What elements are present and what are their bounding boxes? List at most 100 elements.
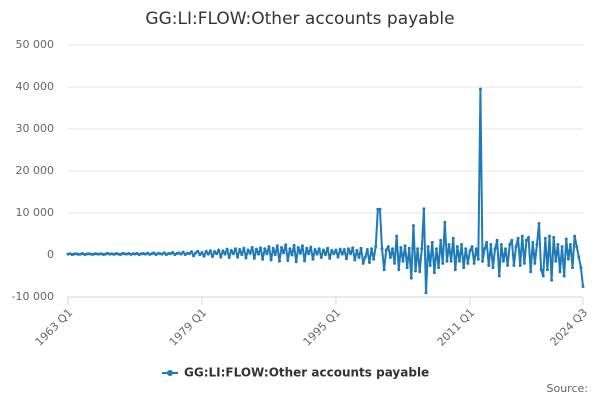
data-point — [263, 247, 267, 251]
data-point — [518, 264, 522, 267]
data-point — [418, 270, 422, 274]
data-point — [451, 236, 455, 240]
data-point — [273, 253, 277, 257]
data-point — [349, 252, 353, 256]
source: Source: — [547, 382, 589, 395]
data-point — [242, 246, 246, 250]
data-point — [426, 245, 430, 249]
data-point — [432, 271, 436, 275]
data-point — [298, 251, 302, 255]
data-point — [545, 268, 549, 272]
data-point — [581, 285, 585, 288]
data-point — [347, 247, 351, 251]
data-point — [261, 257, 265, 261]
data-point — [294, 260, 298, 264]
x-tick-label: 1963 Q1 — [33, 306, 76, 349]
data-point — [254, 247, 258, 251]
data-point — [351, 246, 355, 250]
data-point — [430, 240, 434, 244]
data-point — [579, 266, 583, 270]
data-point — [288, 247, 292, 251]
data-point — [516, 236, 520, 240]
data-point — [405, 266, 409, 270]
data-point — [531, 240, 535, 244]
y-tick-label: 40 000 — [16, 80, 55, 93]
data-point — [420, 247, 424, 251]
data-point — [422, 207, 426, 211]
data-point — [326, 246, 330, 250]
data-point — [443, 220, 447, 224]
data-point — [219, 255, 223, 259]
legend-label: GG:LI:FLOW:Other accounts payable — [184, 366, 429, 380]
data-point — [321, 248, 325, 252]
data-point — [300, 244, 304, 248]
data-point — [468, 249, 472, 253]
data-point — [200, 250, 204, 254]
data-point — [504, 247, 508, 251]
data-point — [382, 268, 386, 272]
data-point — [483, 247, 487, 251]
data-point — [395, 234, 399, 238]
data-point — [445, 259, 449, 263]
data-point — [229, 248, 233, 252]
x-tick-label: 1979 Q1 — [167, 306, 210, 349]
data-point — [303, 259, 307, 263]
data-point — [267, 245, 271, 249]
data-point — [363, 255, 367, 259]
data-point — [529, 270, 533, 274]
data-point — [401, 259, 405, 263]
data-point — [552, 235, 556, 239]
data-point — [367, 261, 371, 265]
data-point — [577, 255, 581, 259]
data-point — [524, 238, 528, 242]
data-point — [225, 247, 229, 251]
data-point — [575, 245, 579, 249]
y-tick-label: 20 000 — [16, 164, 55, 177]
data-point — [324, 253, 327, 257]
data-point — [296, 245, 300, 249]
y-tick-label: 0 — [47, 248, 54, 261]
data-point — [271, 246, 275, 250]
data-point — [501, 259, 505, 263]
x-tick-label: 2011 Q1 — [435, 306, 478, 349]
data-point — [284, 243, 288, 247]
data-point — [566, 257, 570, 261]
data-point — [332, 252, 336, 256]
data-point — [313, 248, 317, 252]
data-point — [179, 252, 183, 256]
data-point — [541, 274, 545, 278]
data-point — [353, 258, 357, 262]
data-point — [162, 251, 166, 255]
data-point — [227, 256, 231, 260]
data-point — [317, 247, 321, 251]
data-point — [259, 246, 263, 250]
data-point — [424, 291, 428, 295]
data-point — [244, 256, 248, 260]
legend-marker — [167, 370, 173, 376]
data-point — [376, 207, 380, 211]
series-line — [67, 88, 584, 294]
data-point — [409, 276, 413, 280]
data-point — [210, 255, 214, 259]
data-point — [568, 243, 572, 246]
data-point — [562, 274, 566, 278]
data-point — [236, 255, 240, 259]
data-point — [277, 259, 281, 263]
data-point — [407, 246, 411, 250]
data-point — [512, 264, 516, 267]
data-point — [213, 250, 217, 254]
data-point — [338, 247, 342, 251]
data-point — [506, 264, 510, 267]
data-point — [520, 234, 524, 238]
data-point — [399, 245, 403, 249]
data-point — [554, 259, 558, 263]
data-point — [493, 247, 497, 251]
data-point — [453, 268, 457, 272]
data-point — [437, 266, 441, 270]
chart-title: GG:LI:FLOW:Other accounts payable — [145, 9, 454, 29]
data-point — [202, 254, 206, 258]
data-point — [470, 245, 474, 249]
data-point — [340, 252, 344, 256]
x-tick-label: 2024 Q3 — [548, 306, 591, 349]
